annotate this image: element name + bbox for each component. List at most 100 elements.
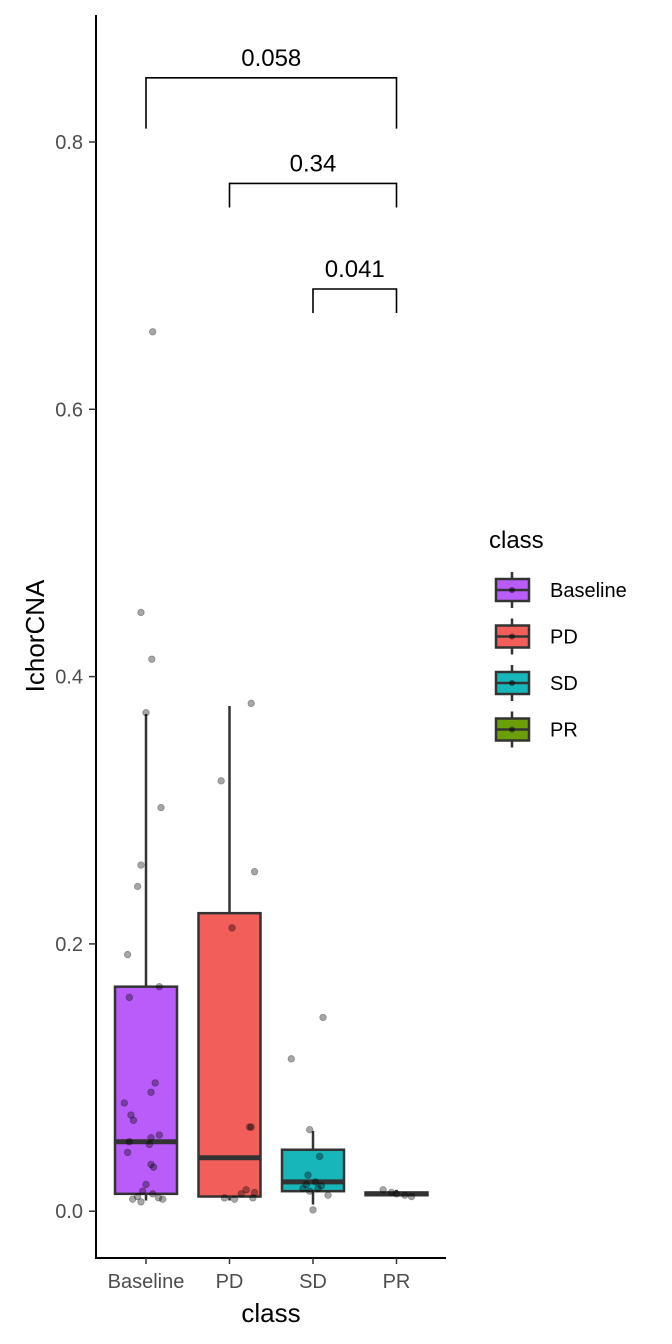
data-point	[407, 1192, 416, 1201]
data-point	[125, 993, 133, 1002]
data-point	[324, 1191, 332, 1199]
data-point	[142, 708, 150, 717]
legend-item-pd: PD	[494, 618, 578, 655]
data-point	[237, 1190, 245, 1198]
y-axis-title: IchorCNA	[20, 579, 50, 692]
data-point	[302, 1180, 311, 1189]
data-point	[137, 608, 145, 617]
data-point	[157, 803, 165, 812]
y-tick-label: 0.2	[55, 934, 83, 956]
data-point	[158, 1195, 167, 1203]
data-point	[228, 924, 236, 932]
legend-item-baseline: Baseline	[494, 572, 627, 608]
x-tick-label: SD	[299, 1271, 327, 1293]
y-tick-label: 0.4	[55, 667, 83, 689]
p-value-label: 0.058	[241, 45, 301, 72]
y-tick-label: 0.0	[55, 1201, 83, 1223]
data-point	[147, 1134, 155, 1142]
data-point	[148, 1190, 157, 1198]
data-point	[125, 1138, 133, 1146]
data-point	[311, 1178, 320, 1186]
y-ticks: 0.0 0.2 0.4 0.6 0.8	[55, 132, 96, 1223]
data-point	[123, 1148, 132, 1157]
data-point	[138, 1187, 147, 1195]
data-point	[145, 1140, 154, 1149]
bracket-line	[145, 77, 398, 129]
points-layer	[120, 328, 416, 1214]
data-point	[148, 655, 156, 663]
legend-key-point	[509, 587, 515, 593]
legend-item-pr: PR	[494, 711, 578, 748]
x-ticks: Baseline PD SD PR	[108, 1258, 411, 1293]
box-iqr	[197, 911, 262, 1198]
data-point	[129, 1116, 138, 1125]
box-iqr	[280, 1148, 346, 1193]
legend-label: PR	[550, 720, 578, 742]
data-point	[317, 1182, 326, 1190]
box-sd	[280, 1131, 346, 1205]
y-tick-label: 0.6	[55, 399, 83, 421]
boxes-layer	[113, 706, 429, 1205]
legend-key-point	[509, 726, 515, 733]
data-point	[245, 1123, 254, 1131]
data-point	[155, 982, 164, 991]
data-point	[147, 1160, 155, 1169]
data-point	[217, 777, 225, 785]
data-point	[149, 1163, 158, 1171]
data-point	[304, 1171, 312, 1179]
legend-label: SD	[550, 673, 578, 695]
data-point	[247, 1123, 255, 1131]
x-tick-label: PD	[216, 1271, 244, 1293]
data-point	[137, 861, 145, 869]
data-point	[299, 1184, 307, 1193]
data-point	[319, 1013, 327, 1022]
x-tick-label: PR	[383, 1271, 411, 1293]
x-axis-title: class	[241, 1298, 300, 1328]
p-value-label: 0.041	[325, 256, 385, 283]
legend-title: class	[489, 527, 544, 554]
p-value-label: 0.34	[290, 150, 337, 177]
data-point	[250, 868, 259, 876]
data-point	[250, 1188, 259, 1197]
x-tick-label: Baseline	[108, 1271, 185, 1293]
data-point	[133, 882, 142, 891]
data-point	[249, 1194, 257, 1202]
data-point	[148, 328, 157, 336]
y-tick-label: 0.8	[55, 132, 83, 154]
data-point	[123, 950, 132, 959]
legend-key-point	[509, 633, 515, 640]
box-baseline	[113, 714, 179, 1201]
data-point	[314, 1184, 322, 1193]
data-point	[120, 1099, 128, 1107]
data-point	[154, 1194, 163, 1202]
data-point	[309, 1206, 317, 1214]
data-point	[401, 1191, 409, 1199]
comparison-baseline-pr: 0.058	[145, 45, 398, 129]
data-point	[305, 1187, 314, 1195]
data-point	[387, 1188, 396, 1197]
data-point	[379, 1186, 387, 1194]
legend-item-sd: SD	[494, 665, 578, 701]
data-point	[151, 1079, 159, 1087]
comparison-pd-pr: 0.34	[228, 150, 398, 208]
data-point	[142, 1180, 150, 1189]
data-point	[220, 1194, 229, 1202]
data-point	[247, 699, 255, 708]
comparison-sd-pr: 0.041	[312, 256, 398, 314]
box-pr	[364, 1189, 429, 1197]
data-point	[133, 1192, 142, 1201]
legend-key-point	[509, 680, 515, 686]
data-point	[127, 1111, 135, 1119]
legend: class Baseline PD SD PR	[489, 527, 627, 748]
data-point	[230, 1195, 239, 1203]
data-point	[287, 1055, 295, 1063]
box-pd	[197, 706, 262, 1201]
data-point	[128, 1195, 137, 1203]
data-point	[392, 1190, 401, 1198]
data-point	[147, 1088, 155, 1096]
bracket-line	[312, 288, 398, 314]
data-point	[315, 1152, 324, 1161]
legend-label: PD	[550, 627, 578, 649]
data-point	[155, 1131, 164, 1139]
